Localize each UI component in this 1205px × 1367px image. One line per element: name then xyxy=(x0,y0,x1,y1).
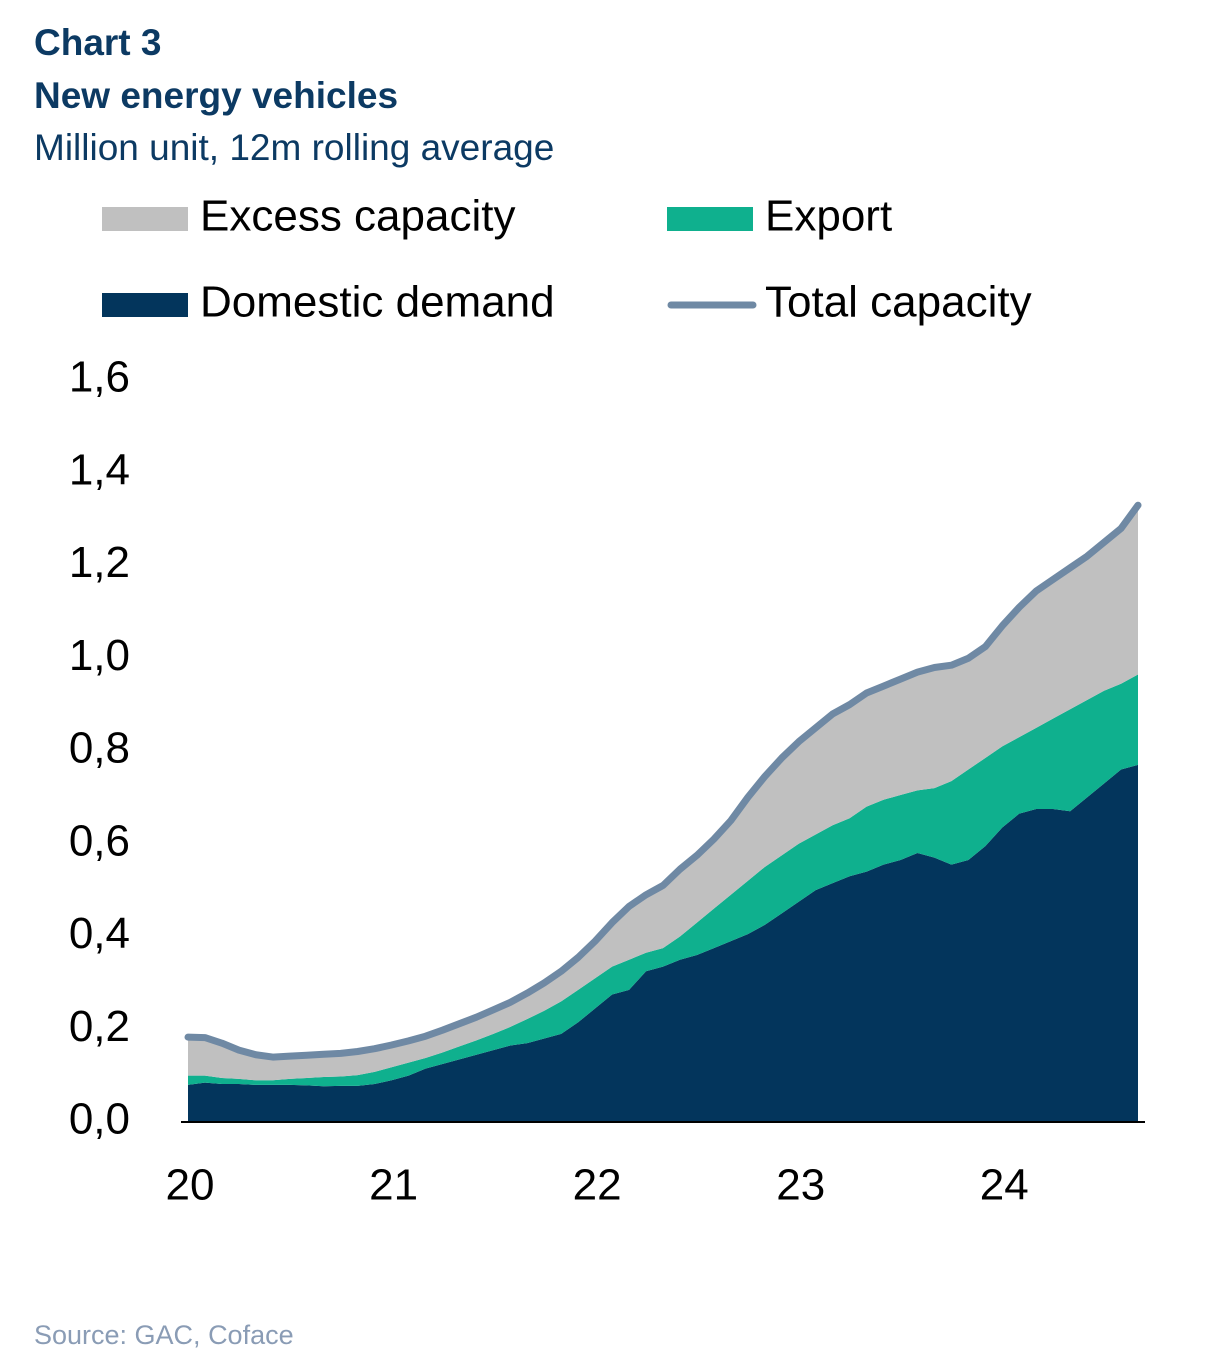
source-note: Source: GAC, Coface xyxy=(34,1320,294,1350)
legend-swatch xyxy=(102,293,188,317)
chart-title: Chart 3 xyxy=(34,22,161,63)
y-tick-label: 0,8 xyxy=(69,724,130,773)
x-tick-label: 23 xyxy=(776,1161,825,1210)
legend-swatch xyxy=(667,207,753,231)
legend-label: Domestic demand xyxy=(200,278,555,327)
legend-label: Export xyxy=(765,192,892,241)
legend-label: Excess capacity xyxy=(200,192,515,241)
x-tick-label: 24 xyxy=(980,1161,1029,1210)
y-tick-label: 1,2 xyxy=(69,538,130,587)
y-tick-label: 0,0 xyxy=(69,1095,130,1144)
legend-label: Total capacity xyxy=(765,278,1032,327)
y-axis-label: Million unit, 12m rolling average xyxy=(34,127,554,168)
legend-swatch xyxy=(102,207,188,231)
x-tick-label: 20 xyxy=(166,1161,215,1210)
y-tick-label: 1,6 xyxy=(69,353,130,402)
y-tick-label: 1,4 xyxy=(69,445,130,494)
area xyxy=(188,764,1138,1122)
line xyxy=(184,501,1142,1061)
y-tick-label: 0,4 xyxy=(69,909,130,958)
x-tick-label: 22 xyxy=(573,1161,622,1210)
x-tick-label: 21 xyxy=(369,1161,418,1210)
y-tick-label: 1,0 xyxy=(69,631,130,680)
y-tick-label: 0,2 xyxy=(69,1002,130,1051)
chart-subtitle: New energy vehicles xyxy=(34,75,398,116)
y-tick-label: 0,6 xyxy=(69,816,130,865)
